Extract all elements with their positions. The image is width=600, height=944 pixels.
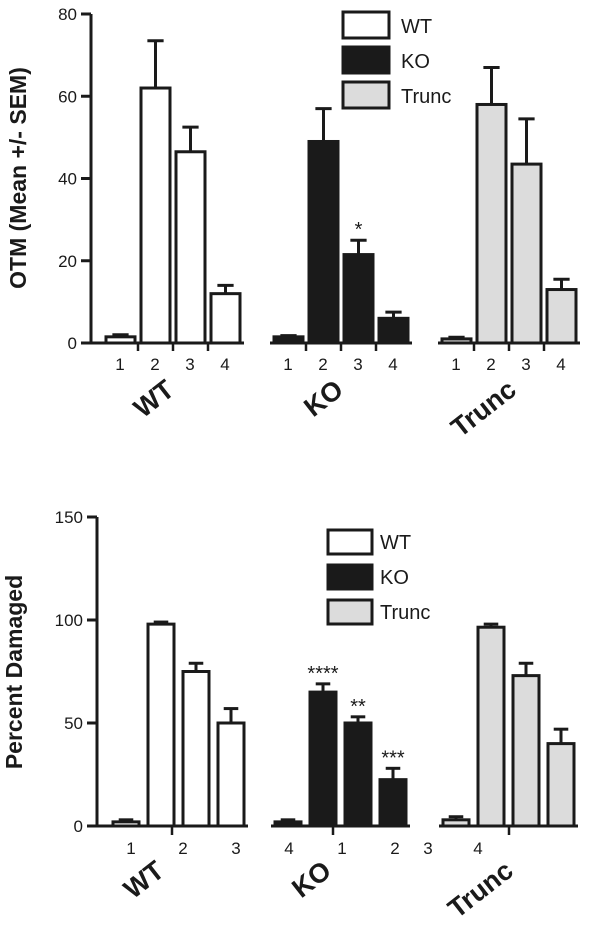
- x-tick-label: 4: [556, 355, 565, 374]
- series-wt: [104, 39, 242, 345]
- y-tick-label: 40: [58, 170, 77, 189]
- x-tick-label: 4: [220, 355, 229, 374]
- y-axis-label: Percent Damaged: [1, 575, 27, 769]
- y-tick-label: 60: [58, 87, 77, 106]
- bar: [111, 820, 141, 828]
- y-tick-label: 20: [58, 252, 77, 271]
- series-ko: *: [272, 107, 410, 345]
- group-label-trunc: Trunc: [445, 374, 521, 443]
- group-label-ko: KO: [298, 374, 348, 423]
- bar: [378, 778, 408, 828]
- significance-label: **: [350, 696, 366, 718]
- x-tick-label: 4: [284, 839, 293, 858]
- y-tick-label: 150: [55, 508, 83, 527]
- x-tick-label: 3: [423, 839, 432, 858]
- series-ko: *********: [273, 663, 408, 828]
- y-tick-label: 0: [68, 334, 77, 353]
- bar: [476, 625, 506, 828]
- significance-label: ****: [307, 663, 338, 685]
- bar: [104, 335, 137, 345]
- bar: [510, 162, 543, 345]
- x-tick-label: 2: [178, 839, 187, 858]
- y-axis: 0 50 100 150: [55, 508, 99, 836]
- bar: [273, 820, 303, 828]
- x-tick-label: 2: [486, 355, 495, 374]
- series-wt: [111, 620, 246, 828]
- y-axis-label: OTM (Mean +/- SEM): [5, 67, 31, 289]
- legend-swatch-wt: [326, 528, 374, 556]
- bar: [308, 690, 338, 828]
- x-tick-label: 4: [388, 355, 397, 374]
- bar: [475, 102, 508, 345]
- legend-swatch-trunc: [341, 80, 391, 110]
- bar: [216, 721, 246, 828]
- chart-1: 0 20 40 60 80 OTM (Mean +/- SEM) * 1 2 3 4 1 2 3 4 1 2 3 4…: [5, 5, 580, 443]
- x-tick-label: 1: [337, 839, 346, 858]
- x-tick-label: 1: [283, 355, 292, 374]
- series-trunc: [441, 622, 576, 828]
- bar: [181, 670, 211, 828]
- legend-label-trunc: Trunc: [401, 86, 451, 108]
- bar: [307, 139, 340, 345]
- bar: [146, 622, 176, 828]
- legend-swatch-ko: [341, 45, 391, 75]
- bar: [546, 742, 576, 828]
- y-axis: 0 20 40 60 80: [58, 5, 93, 353]
- x-tick-label: 4: [473, 839, 482, 858]
- x-tick-label: 3: [231, 839, 240, 858]
- significance-label: ***: [381, 747, 405, 769]
- x-tick-label: 2: [390, 839, 399, 858]
- group-label-ko: KO: [286, 855, 336, 904]
- legend-label-trunc: Trunc: [380, 602, 430, 624]
- bar: [377, 316, 410, 345]
- legend-label-ko: KO: [401, 51, 430, 73]
- legend-label-wt: WT: [401, 16, 432, 38]
- bar: [441, 818, 471, 828]
- y-tick-label: 0: [74, 817, 83, 836]
- x-tick-label: 3: [521, 355, 530, 374]
- legend: WT KO Trunc: [326, 528, 430, 626]
- bar: [440, 337, 473, 345]
- y-tick-label: 80: [58, 5, 77, 24]
- y-tick-label: 100: [55, 611, 83, 630]
- x-tick-label: 1: [126, 839, 135, 858]
- bar: [511, 674, 541, 828]
- x-tick-label: 3: [353, 355, 362, 374]
- bar: [343, 721, 373, 828]
- group-label-trunc: Trunc: [442, 855, 518, 924]
- bar: [139, 86, 172, 345]
- x-tick-label: 1: [451, 355, 460, 374]
- bar: [174, 150, 207, 345]
- x-tick-label: 1: [115, 355, 124, 374]
- x-tick-label: 3: [185, 355, 194, 374]
- legend-swatch-ko: [326, 563, 374, 591]
- y-tick-label: 50: [64, 714, 83, 733]
- legend: WT KO Trunc: [341, 10, 451, 110]
- legend-label-ko: KO: [380, 567, 409, 589]
- bar: [545, 288, 578, 345]
- bar: [272, 335, 305, 345]
- legend-swatch-wt: [341, 10, 391, 40]
- legend-swatch-trunc: [326, 598, 374, 626]
- legend-label-wt: WT: [380, 532, 411, 554]
- bar: [342, 253, 375, 345]
- group-label-wt: WT: [128, 374, 180, 424]
- bar: [209, 292, 242, 345]
- series-trunc: [440, 65, 578, 345]
- significance-label: *: [355, 219, 363, 241]
- x-tick-label: 2: [318, 355, 327, 374]
- x-tick-label: 2: [150, 355, 159, 374]
- group-label-wt: WT: [118, 855, 170, 905]
